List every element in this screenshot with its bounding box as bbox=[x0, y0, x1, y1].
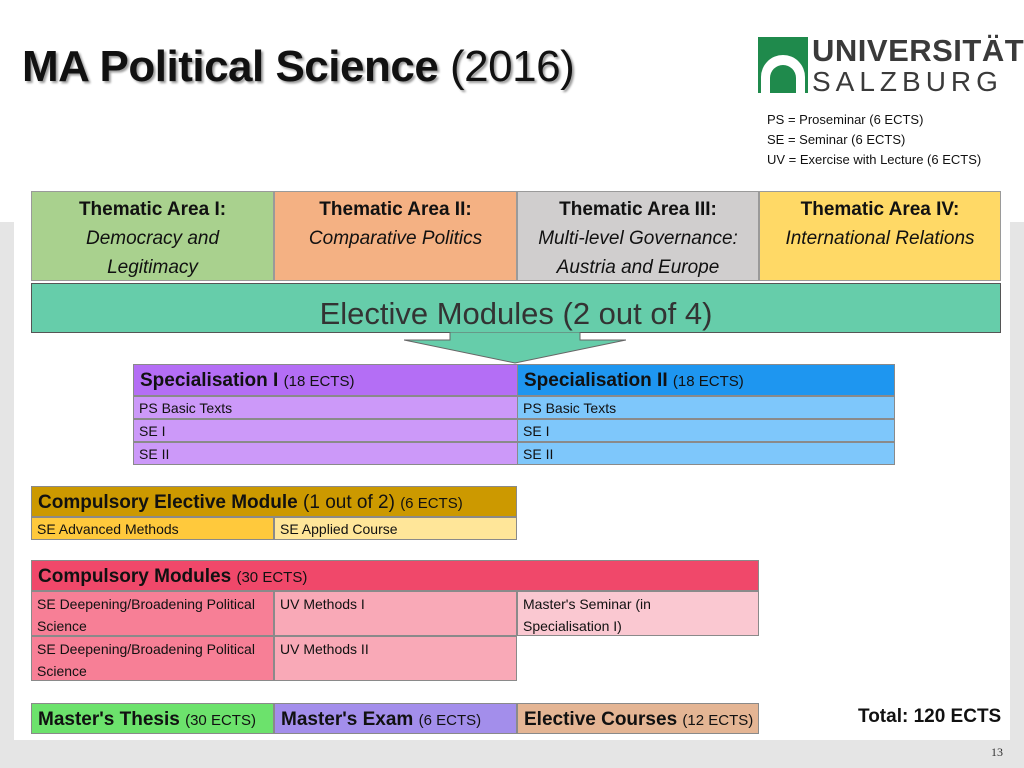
compulsory-module-cell: SE Deepening/Broadening Political Scienc… bbox=[31, 636, 274, 681]
thematic-area-3: Thematic Area III: Multi-level Governanc… bbox=[517, 191, 759, 281]
abbreviation-legend: PS = Proseminar (6 ECTS) SE = Seminar (6… bbox=[767, 110, 981, 170]
elective-courses-ects: (12 ECTS) bbox=[682, 712, 754, 729]
compulsory-elective-option: SE Applied Course bbox=[274, 517, 517, 540]
down-arrow-icon bbox=[404, 332, 626, 364]
thematic-area-subtitle: Multi-level Governance: Austria and Euro… bbox=[538, 228, 738, 278]
thematic-area-heading: Thematic Area II: bbox=[319, 199, 472, 220]
thematic-area-heading: Thematic Area I: bbox=[78, 199, 227, 220]
compulsory-elective-ects: (6 ECTS) bbox=[400, 495, 463, 512]
page-number: 13 bbox=[991, 745, 1003, 759]
title-main: MA Political Science bbox=[22, 42, 439, 91]
logo-text-universitat: UNIVERSITÄT bbox=[812, 33, 1024, 68]
compulsory-module-cell: UV Methods II bbox=[274, 636, 517, 681]
masters-thesis-box: Master's Thesis (30 ECTS) bbox=[31, 703, 274, 734]
specialisation-2-title: Specialisation II bbox=[524, 370, 668, 391]
thematic-area-2: Thematic Area II: Comparative Politics bbox=[274, 191, 517, 281]
university-logo-icon bbox=[758, 37, 808, 93]
compulsory-modules-title: Compulsory Modules bbox=[38, 566, 232, 587]
compulsory-modules-header: Compulsory Modules (30 ECTS) bbox=[31, 560, 759, 591]
masters-thesis-ects: (30 ECTS) bbox=[185, 712, 256, 729]
thematic-area-1: Thematic Area I: Democracy and Legitimac… bbox=[31, 191, 274, 281]
thematic-area-subtitle: International Relations bbox=[785, 228, 975, 249]
thematic-area-heading: Thematic Area IV: bbox=[800, 199, 960, 220]
thematic-area-subtitle: Democracy and Legitimacy bbox=[85, 228, 220, 278]
legend-uv: UV = Exercise with Lecture (6 ECTS) bbox=[767, 152, 982, 167]
compulsory-elective-title: Compulsory Elective Module bbox=[38, 492, 298, 513]
compulsory-module-cell: UV Methods I bbox=[274, 591, 517, 636]
masters-exam-ects: (6 ECTS) bbox=[418, 712, 482, 729]
title-year: (2016) bbox=[450, 42, 575, 91]
legend-ps: PS = Proseminar (6 ECTS) bbox=[767, 112, 924, 127]
compulsory-module-cell: SE Deepening/Broadening Political Scienc… bbox=[31, 591, 274, 636]
thematic-area-heading: Thematic Area III: bbox=[559, 199, 717, 220]
page-title: MA Political Science (2016) bbox=[22, 42, 575, 92]
specialisation-1-title: Specialisation I bbox=[140, 370, 279, 391]
specialisation-1-header: Specialisation I (18 ECTS) bbox=[133, 364, 518, 396]
elective-courses-title: Elective Courses bbox=[524, 709, 678, 730]
specialisation-2-row: SE II bbox=[517, 442, 895, 465]
legend-se: SE = Seminar (6 ECTS) bbox=[767, 132, 906, 147]
thematic-area-4: Thematic Area IV: International Relation… bbox=[759, 191, 1001, 281]
compulsory-elective-header: Compulsory Elective Module (1 out of 2) … bbox=[31, 486, 517, 517]
specialisation-1-row: PS Basic Texts bbox=[133, 396, 518, 419]
masters-thesis-title: Master's Thesis bbox=[38, 709, 180, 730]
logo-text-salzburg: SALZBURG bbox=[812, 66, 1003, 97]
specialisation-1-row: SE II bbox=[133, 442, 518, 465]
compulsory-elective-option: SE Advanced Methods bbox=[31, 517, 274, 540]
masters-exam-title: Master's Exam bbox=[281, 709, 414, 730]
elective-courses-box: Elective Courses (12 ECTS) bbox=[517, 703, 759, 734]
specialisation-2-header: Specialisation II (18 ECTS) bbox=[517, 364, 895, 396]
thematic-area-subtitle: Comparative Politics bbox=[308, 228, 483, 249]
specialisation-1-ects: (18 ECTS) bbox=[283, 373, 355, 390]
specialisation-1-row: SE I bbox=[133, 419, 518, 442]
compulsory-elective-choice: (1 out of 2) bbox=[303, 492, 395, 513]
specialisation-2-ects: (18 ECTS) bbox=[672, 373, 744, 390]
total-ects: Total: 120 ECTS bbox=[858, 706, 1002, 727]
elective-modules-banner: Elective Modules (2 out of 4) bbox=[31, 283, 1001, 333]
specialisation-2-row: PS Basic Texts bbox=[517, 396, 895, 419]
compulsory-module-cell: Master's Seminar (in Specialisation I) bbox=[517, 591, 759, 636]
masters-exam-box: Master's Exam (6 ECTS) bbox=[274, 703, 517, 734]
specialisation-2-row: SE I bbox=[517, 419, 895, 442]
compulsory-modules-ects: (30 ECTS) bbox=[236, 569, 308, 586]
